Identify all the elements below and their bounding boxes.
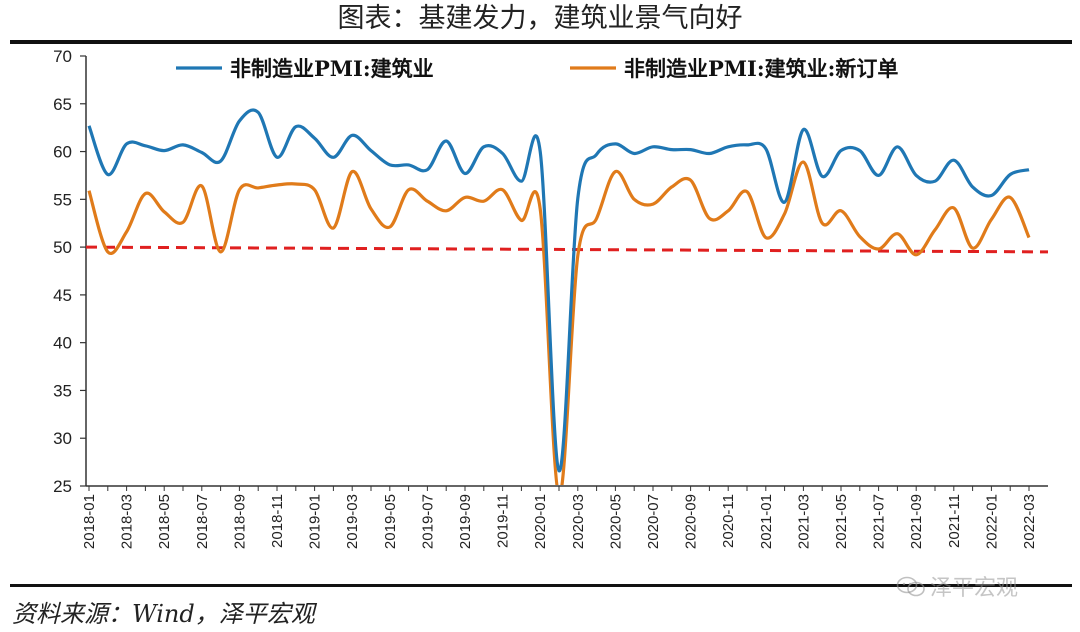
legend-item-new-orders-label: 非制造业PMI:建筑业:新订单: [624, 56, 898, 81]
x-tick-label: 2022-03: [1021, 494, 1038, 549]
y-tick-label: 65: [53, 95, 72, 114]
x-tick-label: 2021-05: [833, 494, 850, 549]
x-tick-label: 2018-05: [156, 494, 173, 549]
axes: 25 30 35 40 45 50 55 60 65 70 2018-01 2018-03 2018-0…: [53, 47, 1048, 549]
x-tick-label: 2021-07: [871, 494, 888, 549]
reference-line-group: [85, 245, 1049, 254]
y-tick-label: 40: [53, 334, 72, 353]
series-group: [87, 108, 1031, 485]
legend-item-construction-label: 非制造业PMI:建筑业: [230, 56, 434, 81]
source-note: 资料来源：Wind，泽平宏观: [12, 600, 315, 628]
x-tick-label: 2020-07: [645, 494, 662, 549]
legend: 非制造业PMI:建筑业 非制造业PMI:建筑业:新订单: [176, 56, 898, 81]
x-tick-label: 2018-01: [81, 494, 98, 549]
x-tick-label: 2018-11: [269, 494, 286, 548]
x-tick-label: 2018-07: [194, 494, 211, 549]
x-tick-label: 2022-01: [983, 494, 1000, 549]
reference-line-50: [85, 245, 1049, 254]
x-tick-label: 2021-01: [758, 494, 775, 549]
x-tick-label: 2021-03: [795, 494, 812, 549]
line-chart: 25 30 35 40 45 50 55 60 65 70 2018-01 2018-03 2018-0…: [53, 47, 1049, 549]
x-tick-label: 2018-09: [231, 494, 248, 549]
y-tick-label: 55: [53, 190, 72, 209]
y-tick-label: 50: [53, 238, 72, 257]
series-line-new-orders: [87, 160, 1031, 485]
x-tick-label: 2019-05: [382, 494, 399, 549]
watermark-text: 泽平宏观: [930, 576, 1019, 601]
y-tick-label: 35: [53, 381, 72, 400]
y-tick-label: 70: [53, 47, 72, 66]
x-tick-label: 2019-03: [344, 494, 361, 549]
watermark: 泽平宏观: [896, 570, 1018, 602]
x-tick-label: 2018-03: [119, 494, 136, 549]
page-title: 图表：基建发力，建筑业景气向好: [337, 3, 743, 34]
wechat-icon: [896, 576, 925, 597]
x-tick-label: 2021-09: [908, 494, 925, 549]
x-tick-label: 2019-11: [495, 494, 512, 548]
x-tick-label: 2019-01: [307, 494, 324, 549]
x-tick-label: 2021-11: [946, 494, 963, 548]
x-tick-label: 2019-09: [457, 494, 474, 549]
y-tick-label: 60: [53, 143, 72, 162]
y-tick-label: 45: [53, 286, 72, 305]
series-line-construction: [87, 108, 1030, 473]
y-tick-label: 30: [53, 429, 72, 448]
x-tick-label: 2020-09: [683, 494, 700, 549]
x-tick-label: 2020-03: [570, 494, 587, 549]
top-rule: [10, 40, 1072, 44]
x-tick-label: 2020-11: [720, 494, 737, 548]
x-tick-label: 2020-01: [532, 494, 549, 549]
x-tick-label: 2020-05: [607, 494, 624, 549]
x-tick-label: 2019-07: [419, 494, 436, 549]
bottom-rule: [10, 584, 1072, 587]
y-tick-label: 25: [53, 477, 72, 496]
